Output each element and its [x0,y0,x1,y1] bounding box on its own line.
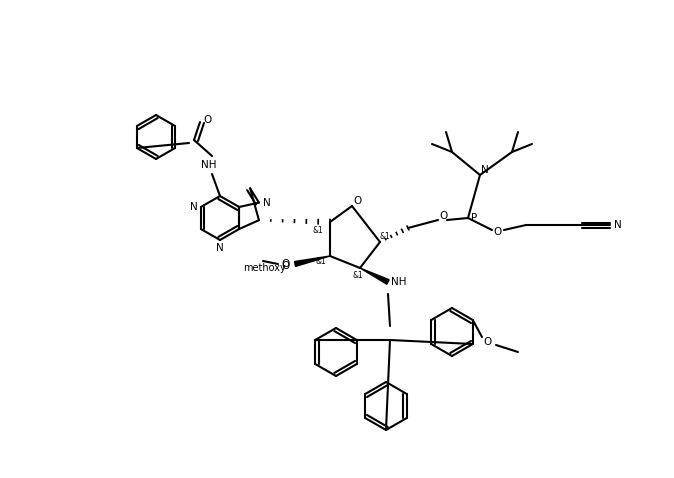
Text: O: O [484,337,492,347]
Text: N: N [190,202,197,212]
Text: O: O [281,261,289,271]
Text: P: P [471,213,477,223]
Text: &1: &1 [313,226,324,235]
Text: &1: &1 [379,231,390,240]
Text: O: O [494,227,502,237]
Text: O: O [204,115,212,125]
Text: &1: &1 [353,272,363,281]
Text: methoxy: methoxy [243,263,286,273]
Polygon shape [295,256,330,266]
Text: N: N [481,165,489,175]
Text: O: O [281,259,289,269]
Text: N: N [263,197,271,207]
Text: O: O [354,196,362,206]
Polygon shape [360,268,389,284]
Text: NH: NH [391,277,406,287]
Text: N: N [614,220,622,230]
Text: O: O [439,211,447,221]
Text: N: N [216,243,224,253]
Text: &1: &1 [315,258,326,267]
Text: NH: NH [202,160,217,170]
